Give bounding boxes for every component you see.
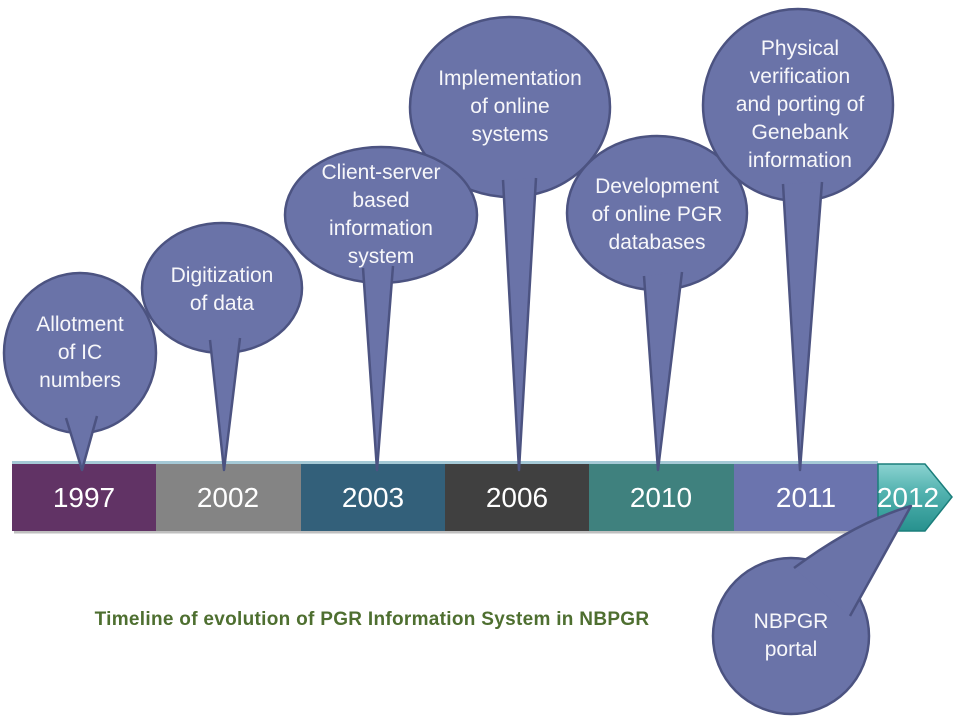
balloon-pointer: [64, 415, 99, 472]
year-2002: 2002: [197, 482, 259, 513]
balloon-development-pgr-databases: [565, 134, 749, 472]
balloon-nbpgr-portal: [711, 504, 913, 716]
segment-2011: [734, 464, 878, 531]
segment-2002: [156, 464, 301, 531]
year-2010: 2010: [630, 482, 692, 513]
balloon-pointer: [781, 181, 824, 472]
slide-caption: Timeline of evolution of PGR Information…: [94, 609, 650, 630]
year-1997: 1997: [53, 482, 115, 513]
balloon-pointer: [642, 271, 684, 472]
year-2011: 2011: [776, 482, 836, 513]
balloon-pointer: [208, 337, 242, 472]
balloon-allotment-ic-numbers: [2, 271, 158, 472]
balloon-client-server-system: [283, 145, 479, 472]
balloon-shape: [2, 271, 158, 435]
segment-1997: [12, 464, 156, 531]
balloon-digitization-of-data: [140, 221, 304, 472]
balloon-physical-verification: [701, 7, 895, 472]
timeline-bar: 1997 2002 2003 2006 2010 2011 2012: [12, 461, 953, 534]
segment-2006: [445, 464, 589, 531]
balloon-pointer: [501, 177, 538, 472]
year-2003: 2003: [342, 482, 404, 513]
balloon-pointer: [793, 504, 913, 617]
balloon-shape: [283, 145, 479, 285]
balloon-shape: [701, 7, 895, 203]
bar-shadow: [14, 531, 878, 534]
balloon-shape: [140, 221, 304, 355]
year-2006: 2006: [486, 482, 548, 513]
bar-top-highlight: [12, 461, 878, 465]
segment-2010: [589, 464, 734, 531]
segment-2003: [301, 464, 445, 531]
balloon-pointer: [361, 265, 395, 472]
balloon-implementation-online-systems: [408, 15, 612, 472]
